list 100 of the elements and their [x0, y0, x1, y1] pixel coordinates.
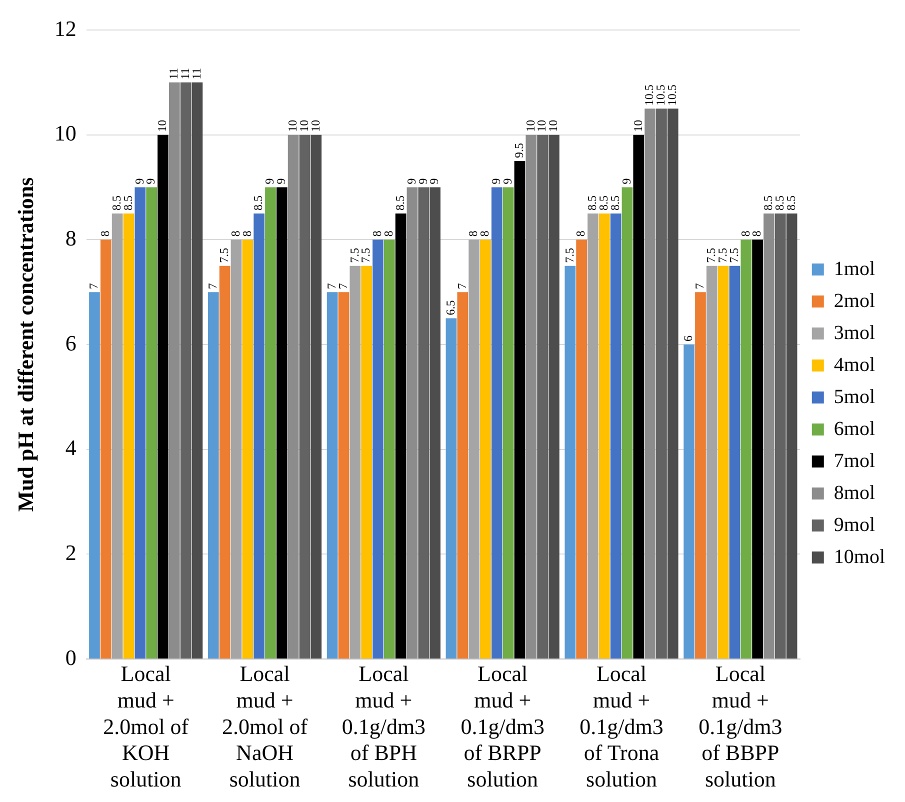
bar	[361, 266, 372, 658]
data-label: 10	[308, 120, 322, 132]
data-label: 9	[274, 178, 288, 184]
data-label: 9.5	[512, 143, 526, 158]
bar	[372, 240, 384, 658]
bar	[112, 213, 123, 658]
bar	[548, 134, 560, 658]
y-tick-label: 10	[54, 120, 76, 146]
data-label: 8.5	[392, 195, 407, 210]
data-label: 10.5	[654, 84, 668, 106]
data-label: 8	[750, 230, 764, 237]
bar	[667, 108, 678, 658]
bar	[480, 240, 491, 658]
x-tick-label: Local mud + 0.1g/dm3 of BBPP solution	[698, 660, 782, 792]
bar	[468, 240, 480, 658]
data-label: 10.5	[665, 84, 680, 106]
bar	[537, 134, 548, 658]
legend-label: 10mol	[834, 546, 886, 568]
legend-label: 2mol	[834, 290, 876, 312]
data-label: 10	[534, 120, 549, 132]
data-label: 8.5	[109, 195, 124, 210]
data-label: 8	[574, 230, 588, 237]
legend-label: 7mol	[834, 450, 876, 472]
bar	[774, 213, 786, 658]
bar	[418, 187, 430, 658]
data-label: 9	[144, 178, 158, 184]
data-label: 7	[454, 283, 469, 290]
bar	[598, 213, 610, 658]
bar	[180, 82, 192, 658]
data-label: 9	[416, 178, 430, 184]
bar	[457, 292, 468, 658]
data-label: 9	[427, 178, 442, 184]
bar	[208, 292, 219, 658]
bar	[350, 266, 361, 658]
data-label: 10	[523, 120, 538, 132]
y-tick-label: 2	[65, 540, 76, 565]
bar	[406, 187, 418, 658]
data-label: 10.5	[642, 84, 656, 106]
data-label: 8	[466, 230, 480, 237]
legend-label: 8mol	[834, 482, 876, 504]
data-label: 9	[404, 178, 418, 184]
bar	[706, 266, 718, 658]
data-label: 7	[692, 283, 707, 290]
bar	[219, 266, 230, 658]
bar	[430, 187, 440, 658]
bar	[242, 240, 254, 658]
y-tick-label: 4	[65, 435, 76, 460]
bar	[168, 82, 180, 658]
bar	[446, 318, 457, 658]
legend-label: 5mol	[834, 386, 876, 408]
bar	[276, 187, 288, 658]
data-label: 9	[132, 178, 146, 184]
bar	[384, 240, 395, 658]
bar	[740, 240, 752, 658]
bar	[633, 134, 644, 658]
data-label: 8.5	[761, 195, 776, 210]
x-tick-label: Local mud + 0.1g/dm3 of BRPP solution	[460, 660, 544, 792]
x-tick-label: Local mud + 0.1g/dm3 of Trona solution	[580, 660, 664, 792]
legend-label: 9mol	[834, 514, 876, 536]
bar	[299, 134, 310, 658]
y-tick-label: 8	[65, 225, 76, 250]
bar	[146, 187, 157, 658]
bar	[89, 292, 100, 658]
bar	[265, 187, 276, 658]
bar	[395, 213, 406, 658]
bar	[254, 213, 264, 658]
y-tick-label: 6	[65, 330, 76, 356]
data-label: 8	[382, 230, 396, 237]
bar	[502, 187, 514, 658]
data-label: 8	[240, 230, 254, 237]
bar	[288, 134, 299, 658]
x-tick-label: Local mud + 2.0mol of KOH solution	[103, 660, 190, 792]
bar	[100, 240, 112, 658]
bar	[134, 187, 146, 658]
bar	[123, 213, 134, 658]
bar	[326, 292, 338, 658]
bar	[588, 213, 598, 658]
bar	[644, 108, 656, 658]
data-label: 8	[98, 230, 112, 237]
data-label: 8	[478, 230, 492, 237]
data-label: 8.5	[585, 195, 600, 210]
bar	[610, 213, 622, 658]
bar	[514, 161, 526, 658]
data-label: 8.5	[251, 195, 266, 210]
bar	[338, 292, 350, 658]
data-label: 10	[285, 120, 300, 132]
x-tick-label: Local mud + 0.1g/dm3 of BPH solution	[342, 660, 426, 792]
y-tick-label: 0	[65, 644, 76, 670]
data-label: 6.5	[443, 300, 458, 316]
data-label: 10	[155, 120, 170, 132]
bar	[622, 187, 633, 658]
y-tick-label: 12	[54, 16, 76, 41]
bar	[656, 108, 667, 658]
data-label: 7.5	[216, 248, 231, 263]
bar	[158, 134, 168, 658]
data-label: 8	[738, 230, 752, 237]
data-label: 10	[296, 120, 311, 132]
bar	[564, 266, 576, 658]
bar	[192, 82, 203, 658]
legend-label: 4mol	[834, 354, 876, 376]
